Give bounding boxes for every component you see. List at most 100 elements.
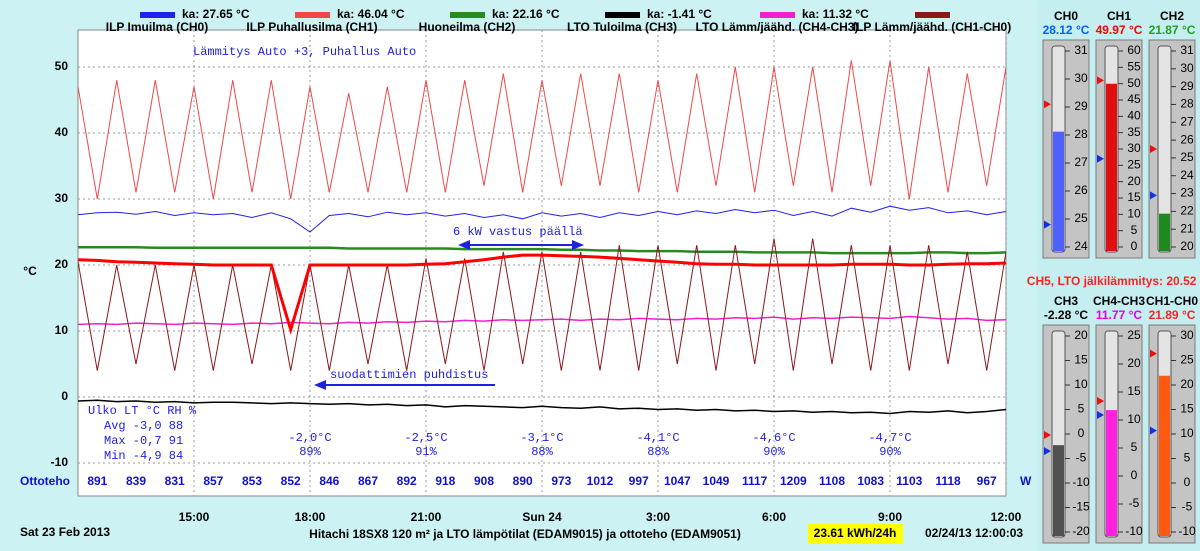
- outdoor-temp: -2,5°C: [404, 431, 447, 445]
- outdoor-rh: 88%: [647, 445, 669, 459]
- gauge-tick-label: 28: [1180, 97, 1194, 111]
- power-value: 1209: [780, 474, 807, 488]
- gauge-tick-label: 29: [1180, 79, 1194, 93]
- power-value: 839: [126, 474, 146, 488]
- annotation: 6 kW vastus päällä: [453, 225, 583, 239]
- y-tick-label: 0: [61, 389, 68, 403]
- gauge-tick-label: 0: [1131, 468, 1138, 482]
- gauge-tick-label: 20: [1127, 356, 1141, 370]
- arrow: [314, 380, 495, 390]
- gauge-tube: [1157, 45, 1172, 253]
- y-tick-label: 50: [55, 59, 69, 73]
- outdoor-temp: -4,6°C: [752, 431, 795, 445]
- weather-row: Min -4,9 84: [104, 449, 183, 463]
- gauge-marker: [1097, 396, 1104, 405]
- gauge-tick-label: 23: [1180, 186, 1194, 200]
- weather-row: Max -0,7 91: [104, 434, 183, 448]
- gauge-tick-label: 0: [1184, 475, 1191, 489]
- legend-avg: ka: 46.04 °C: [337, 7, 405, 21]
- power-value: 973: [551, 474, 571, 488]
- gauge-tick-label: 25: [1074, 211, 1088, 225]
- gauge-marker: [1044, 100, 1051, 109]
- annotation: suodattimien puhdistus: [330, 368, 488, 382]
- gauge-tick-label: 45: [1127, 92, 1141, 106]
- gauge-tick-label: 5: [1131, 223, 1138, 237]
- power-value: 967: [977, 474, 997, 488]
- power-value: 908: [474, 474, 494, 488]
- gauge-tick-label: 35: [1127, 125, 1141, 139]
- legend-label: LTO Lämm/jäähd. (CH4-CH3): [696, 20, 859, 34]
- gauge-value: 49.97 °C: [1096, 23, 1143, 37]
- legend-avg: ka: 22.16 °C: [492, 7, 560, 21]
- outdoor-temp: -2,0°C: [288, 431, 331, 445]
- gauge-marker: [1044, 430, 1051, 439]
- y-tick-label: 20: [55, 257, 69, 271]
- gauge-fill: [1106, 410, 1117, 536]
- legend-label: LTO Tuloilma (CH3): [567, 20, 677, 34]
- gauge-marker: [1150, 145, 1157, 153]
- gauge-tick-label: 30: [1180, 61, 1194, 75]
- power-value: 831: [165, 474, 185, 488]
- gauge-title: CH0: [1054, 9, 1078, 23]
- gauge-tick-label: -5: [1076, 451, 1087, 465]
- gauge-fill: [1106, 83, 1117, 251]
- gauge-tick-label: 20: [1074, 328, 1088, 342]
- gauge-tick-label: 28: [1074, 127, 1088, 141]
- gauge-marker: [1044, 447, 1051, 456]
- x-tick-label: 3:00: [646, 510, 670, 524]
- gauge-tick-label: 25: [1127, 328, 1141, 342]
- ch5-label: CH5, LTO jälkilämmitys: 20.52 °C: [1027, 274, 1200, 288]
- gauge-tick-label: 24: [1074, 239, 1088, 253]
- legend-avg: ka: 11.32 °C: [802, 7, 869, 21]
- gauge-tick-label: 0: [1131, 239, 1138, 253]
- power-unit: W: [1020, 474, 1032, 488]
- gauge-value: 11.77 °C: [1096, 308, 1143, 322]
- outdoor-temp: -3,1°C: [520, 431, 563, 445]
- power-value: 867: [358, 474, 378, 488]
- y-tick-label: 40: [55, 125, 69, 139]
- gauge-fill: [1159, 213, 1170, 251]
- outdoor-rh: 90%: [879, 445, 901, 459]
- gauge-tick-label: 30: [1074, 71, 1088, 85]
- gauge-tick-label: 31: [1074, 43, 1088, 57]
- power-value: 918: [435, 474, 455, 488]
- legend-label: ILP Lämm/jäähd. (CH1-CH0): [853, 20, 1011, 34]
- gauge-fill: [1159, 375, 1170, 536]
- gauge-marker: [1097, 76, 1104, 85]
- gauge-tick-label: 5: [1131, 440, 1138, 454]
- outdoor-rh: 91%: [415, 445, 437, 459]
- power-value: 997: [629, 474, 649, 488]
- y-tick-label: 30: [55, 191, 69, 205]
- gauge-value: -2.28 °C: [1044, 308, 1088, 322]
- power-value: 891: [87, 474, 107, 488]
- gauge-marker: [1150, 349, 1157, 358]
- power-value: 892: [397, 474, 417, 488]
- power-value: 853: [242, 474, 262, 488]
- legend-label: ILP Imuilma (CH0): [106, 20, 208, 34]
- gauge-tick-label: 60: [1127, 43, 1141, 57]
- gauge-tick-label: 0: [1078, 426, 1085, 440]
- gauge-tick-label: -10: [1178, 524, 1196, 538]
- gauge-title: CH3: [1054, 294, 1078, 308]
- gauge-tick-label: 25: [1127, 158, 1141, 172]
- weather-header: Ulko LT °C RH %: [88, 404, 197, 418]
- x-tick-label: 18:00: [295, 510, 326, 524]
- gauge-tick-label: 22: [1180, 204, 1194, 218]
- legend-swatch: [140, 12, 175, 18]
- gauge-tick-label: 15: [1127, 190, 1141, 204]
- gauge-value: 21.87 °C: [1149, 23, 1196, 37]
- gauge-tick-label: 25: [1180, 150, 1194, 164]
- gauge-tick-label: 10: [1127, 412, 1141, 426]
- gauge-title: CH4-CH3: [1093, 294, 1145, 308]
- gauge-tick-label: 10: [1074, 377, 1088, 391]
- power-value: 846: [319, 474, 339, 488]
- legend-swatch: [605, 12, 640, 18]
- series-line: [78, 245, 1006, 255]
- gauge-tick-label: -5: [1182, 500, 1193, 514]
- gauge-marker: [1150, 426, 1157, 435]
- power-value: 890: [513, 474, 533, 488]
- gauge-tick-label: -10: [1072, 475, 1090, 489]
- gauge-tick-label: 25: [1180, 353, 1194, 367]
